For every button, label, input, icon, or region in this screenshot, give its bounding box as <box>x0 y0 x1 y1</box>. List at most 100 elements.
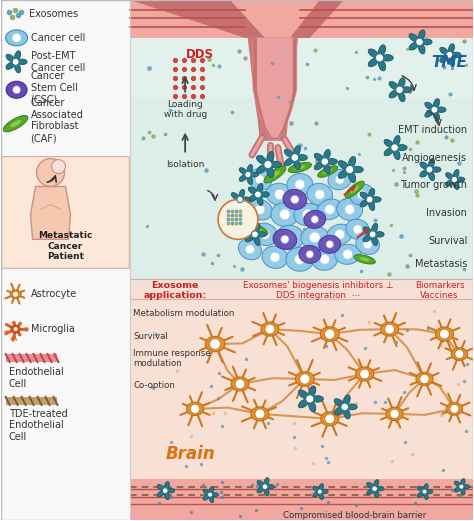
Bar <box>130 279 474 299</box>
Ellipse shape <box>368 58 378 67</box>
Circle shape <box>343 250 353 259</box>
Ellipse shape <box>335 244 361 264</box>
Ellipse shape <box>393 135 400 146</box>
Ellipse shape <box>254 227 263 232</box>
Ellipse shape <box>381 322 399 336</box>
Ellipse shape <box>454 181 459 190</box>
Text: Loading
with drug: Loading with drug <box>164 100 207 119</box>
Ellipse shape <box>157 491 164 497</box>
Circle shape <box>321 158 328 165</box>
Ellipse shape <box>323 169 332 174</box>
Ellipse shape <box>271 203 299 227</box>
Ellipse shape <box>248 195 257 202</box>
Circle shape <box>320 254 330 264</box>
Ellipse shape <box>246 227 254 234</box>
Ellipse shape <box>273 229 297 250</box>
Circle shape <box>251 231 258 238</box>
Ellipse shape <box>425 102 433 109</box>
FancyBboxPatch shape <box>1 157 129 268</box>
Ellipse shape <box>360 257 369 262</box>
Ellipse shape <box>446 172 454 179</box>
Ellipse shape <box>463 485 470 489</box>
Circle shape <box>384 324 394 334</box>
Ellipse shape <box>455 481 461 487</box>
Ellipse shape <box>205 337 225 352</box>
Ellipse shape <box>431 167 441 172</box>
Ellipse shape <box>299 245 321 263</box>
Circle shape <box>260 229 270 239</box>
Ellipse shape <box>157 485 164 490</box>
Circle shape <box>422 489 427 494</box>
Ellipse shape <box>6 54 15 61</box>
Ellipse shape <box>317 199 342 220</box>
Circle shape <box>284 232 295 243</box>
Ellipse shape <box>324 150 330 160</box>
Ellipse shape <box>367 489 374 495</box>
Circle shape <box>420 374 429 383</box>
Circle shape <box>246 245 255 254</box>
Ellipse shape <box>238 239 262 260</box>
Ellipse shape <box>360 192 369 199</box>
Circle shape <box>325 205 335 214</box>
Circle shape <box>306 395 314 403</box>
Ellipse shape <box>267 166 274 178</box>
Ellipse shape <box>352 166 363 173</box>
Ellipse shape <box>451 348 467 361</box>
Ellipse shape <box>356 367 374 381</box>
Ellipse shape <box>327 224 353 244</box>
Ellipse shape <box>348 156 356 168</box>
Circle shape <box>13 327 18 331</box>
Ellipse shape <box>455 487 461 492</box>
Ellipse shape <box>354 255 375 264</box>
Ellipse shape <box>363 227 372 234</box>
Ellipse shape <box>248 187 257 194</box>
Ellipse shape <box>409 34 419 42</box>
Circle shape <box>341 403 348 411</box>
Ellipse shape <box>378 59 385 71</box>
Ellipse shape <box>324 163 330 173</box>
Ellipse shape <box>295 165 305 170</box>
Ellipse shape <box>374 480 379 488</box>
Ellipse shape <box>420 170 428 177</box>
Polygon shape <box>253 38 297 140</box>
Ellipse shape <box>372 224 378 233</box>
Polygon shape <box>130 0 265 38</box>
Circle shape <box>363 240 372 249</box>
Polygon shape <box>257 38 293 138</box>
Ellipse shape <box>461 488 465 495</box>
Ellipse shape <box>393 149 400 159</box>
Ellipse shape <box>166 488 174 493</box>
Ellipse shape <box>262 246 288 268</box>
Circle shape <box>311 216 319 223</box>
Ellipse shape <box>418 486 424 491</box>
Ellipse shape <box>294 203 322 226</box>
Ellipse shape <box>346 404 357 410</box>
Circle shape <box>446 52 453 58</box>
Ellipse shape <box>348 171 356 182</box>
Ellipse shape <box>344 395 350 405</box>
Ellipse shape <box>270 162 282 168</box>
Circle shape <box>12 33 21 42</box>
Circle shape <box>162 488 168 493</box>
Text: Cancer
Stem Cell
(CSC): Cancer Stem Cell (CSC) <box>30 71 77 104</box>
Ellipse shape <box>231 193 239 199</box>
Ellipse shape <box>239 168 247 175</box>
Ellipse shape <box>301 226 329 249</box>
Ellipse shape <box>319 483 323 491</box>
Ellipse shape <box>299 399 309 408</box>
Circle shape <box>426 166 433 173</box>
Ellipse shape <box>409 42 419 50</box>
Ellipse shape <box>446 180 454 187</box>
Ellipse shape <box>321 490 328 494</box>
Ellipse shape <box>321 412 339 426</box>
Ellipse shape <box>369 189 374 198</box>
Circle shape <box>302 209 313 220</box>
Circle shape <box>459 484 464 489</box>
Ellipse shape <box>6 30 27 46</box>
Ellipse shape <box>283 190 307 209</box>
Ellipse shape <box>257 487 264 493</box>
Ellipse shape <box>248 169 272 190</box>
Circle shape <box>13 291 18 297</box>
Ellipse shape <box>264 166 286 183</box>
Circle shape <box>281 235 289 243</box>
